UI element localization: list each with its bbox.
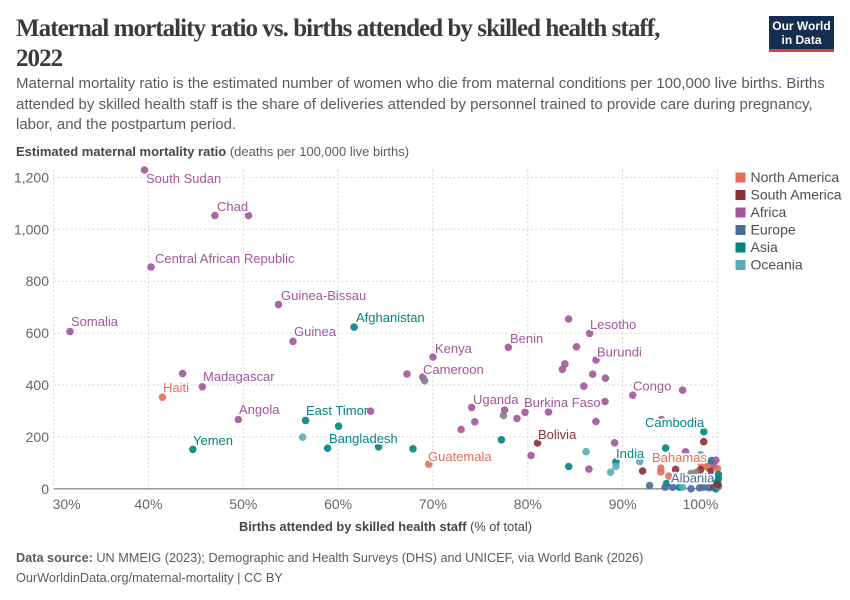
svg-text:100%: 100%	[683, 496, 719, 512]
svg-text:Bangladesh: Bangladesh	[329, 431, 398, 446]
svg-text:Guinea: Guinea	[294, 324, 337, 339]
svg-text:Congo: Congo	[633, 379, 671, 394]
svg-text:30%: 30%	[53, 496, 81, 512]
svg-text:Somalia: Somalia	[71, 314, 119, 329]
svg-text:Cambodia: Cambodia	[645, 415, 705, 430]
svg-text:Lesotho: Lesotho	[590, 317, 636, 332]
svg-text:Haiti: Haiti	[163, 380, 189, 395]
svg-text:Uganda: Uganda	[473, 392, 519, 407]
svg-text:1,000: 1,000	[14, 221, 49, 237]
svg-text:Africa: Africa	[751, 204, 787, 220]
svg-text:80%: 80%	[514, 496, 542, 512]
svg-text:Bolivia: Bolivia	[538, 427, 577, 442]
svg-text:Cameroon: Cameroon	[423, 362, 484, 377]
svg-text:1,200: 1,200	[14, 169, 49, 185]
svg-text:Kenya: Kenya	[435, 341, 473, 356]
svg-text:70%: 70%	[419, 496, 447, 512]
svg-text:Births attended by skilled hea: Births attended by skilled health staff …	[239, 519, 532, 534]
svg-text:400: 400	[26, 377, 50, 393]
svg-text:Europe: Europe	[751, 222, 796, 238]
svg-text:Oceania: Oceania	[751, 257, 803, 273]
svg-text:Guinea-Bissau: Guinea-Bissau	[281, 288, 366, 303]
svg-text:200: 200	[26, 429, 50, 445]
svg-text:East Timor: East Timor	[306, 403, 369, 418]
svg-text:Madagascar: Madagascar	[203, 369, 275, 384]
svg-text:Guatemala: Guatemala	[428, 449, 492, 464]
svg-text:South Sudan: South Sudan	[146, 171, 221, 186]
svg-text:Burundi: Burundi	[597, 345, 642, 360]
svg-text:Burkina Faso: Burkina Faso	[524, 395, 601, 410]
svg-text:South America: South America	[751, 187, 842, 203]
svg-text:Albania: Albania	[671, 471, 715, 486]
svg-text:Angola: Angola	[239, 402, 280, 417]
svg-text:60%: 60%	[324, 496, 352, 512]
svg-text:90%: 90%	[609, 496, 637, 512]
svg-text:North America: North America	[751, 169, 840, 185]
svg-text:50%: 50%	[229, 496, 257, 512]
svg-text:40%: 40%	[134, 496, 162, 512]
svg-text:Chad: Chad	[217, 199, 248, 214]
svg-text:India: India	[616, 446, 645, 461]
svg-text:Central African Republic: Central African Republic	[155, 251, 295, 266]
svg-text:0: 0	[41, 481, 49, 497]
svg-text:Yemen: Yemen	[193, 433, 233, 448]
svg-text:Afghanistan: Afghanistan	[356, 310, 425, 325]
svg-text:Asia: Asia	[751, 239, 778, 255]
svg-text:Benin: Benin	[510, 331, 543, 346]
svg-text:800: 800	[26, 273, 50, 289]
svg-text:600: 600	[26, 325, 50, 341]
svg-text:Bahamas: Bahamas	[652, 450, 707, 465]
